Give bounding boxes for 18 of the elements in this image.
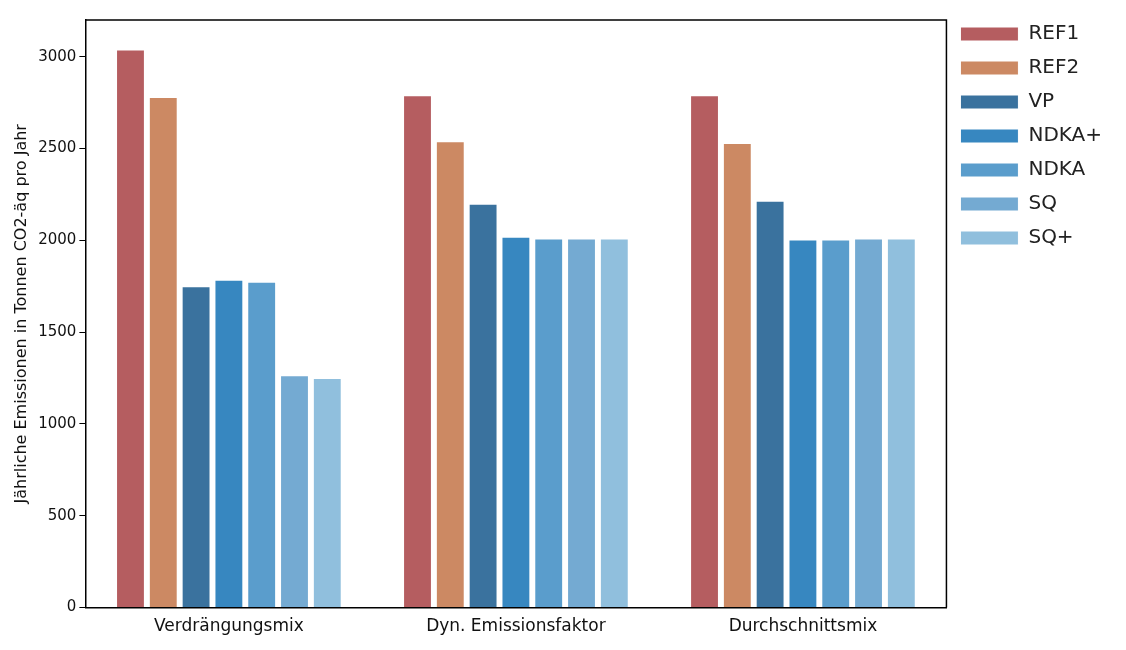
y-tick-label: 0 <box>66 597 77 616</box>
y-tick-label: 2500 <box>38 138 77 157</box>
legend-label: VP <box>1028 88 1055 113</box>
legend-label: REF1 <box>1028 20 1080 45</box>
legend-label: NDKA+ <box>1028 122 1103 147</box>
x-tick-label: Verdrängungsmix <box>154 615 304 636</box>
y-tick-label: 500 <box>47 505 77 524</box>
legend-label: NDKA <box>1028 156 1086 181</box>
x-tick-label: Durchschnittsmix <box>728 615 878 636</box>
y-tick-label: 2000 <box>38 230 77 249</box>
x-tick-label: Dyn. Emissionsfaktor <box>426 615 606 636</box>
y-tick-label: 1500 <box>38 322 77 341</box>
legend-label: REF2 <box>1028 54 1080 79</box>
y-axis-title: Jährliche Emissionen in Tonnen CO2-äq pro Jahr <box>10 123 30 505</box>
legend-label: SQ <box>1028 190 1057 215</box>
y-tick-label: 3000 <box>38 46 77 65</box>
y-tick-label: 1000 <box>38 413 77 432</box>
legend-label: SQ+ <box>1028 224 1074 249</box>
